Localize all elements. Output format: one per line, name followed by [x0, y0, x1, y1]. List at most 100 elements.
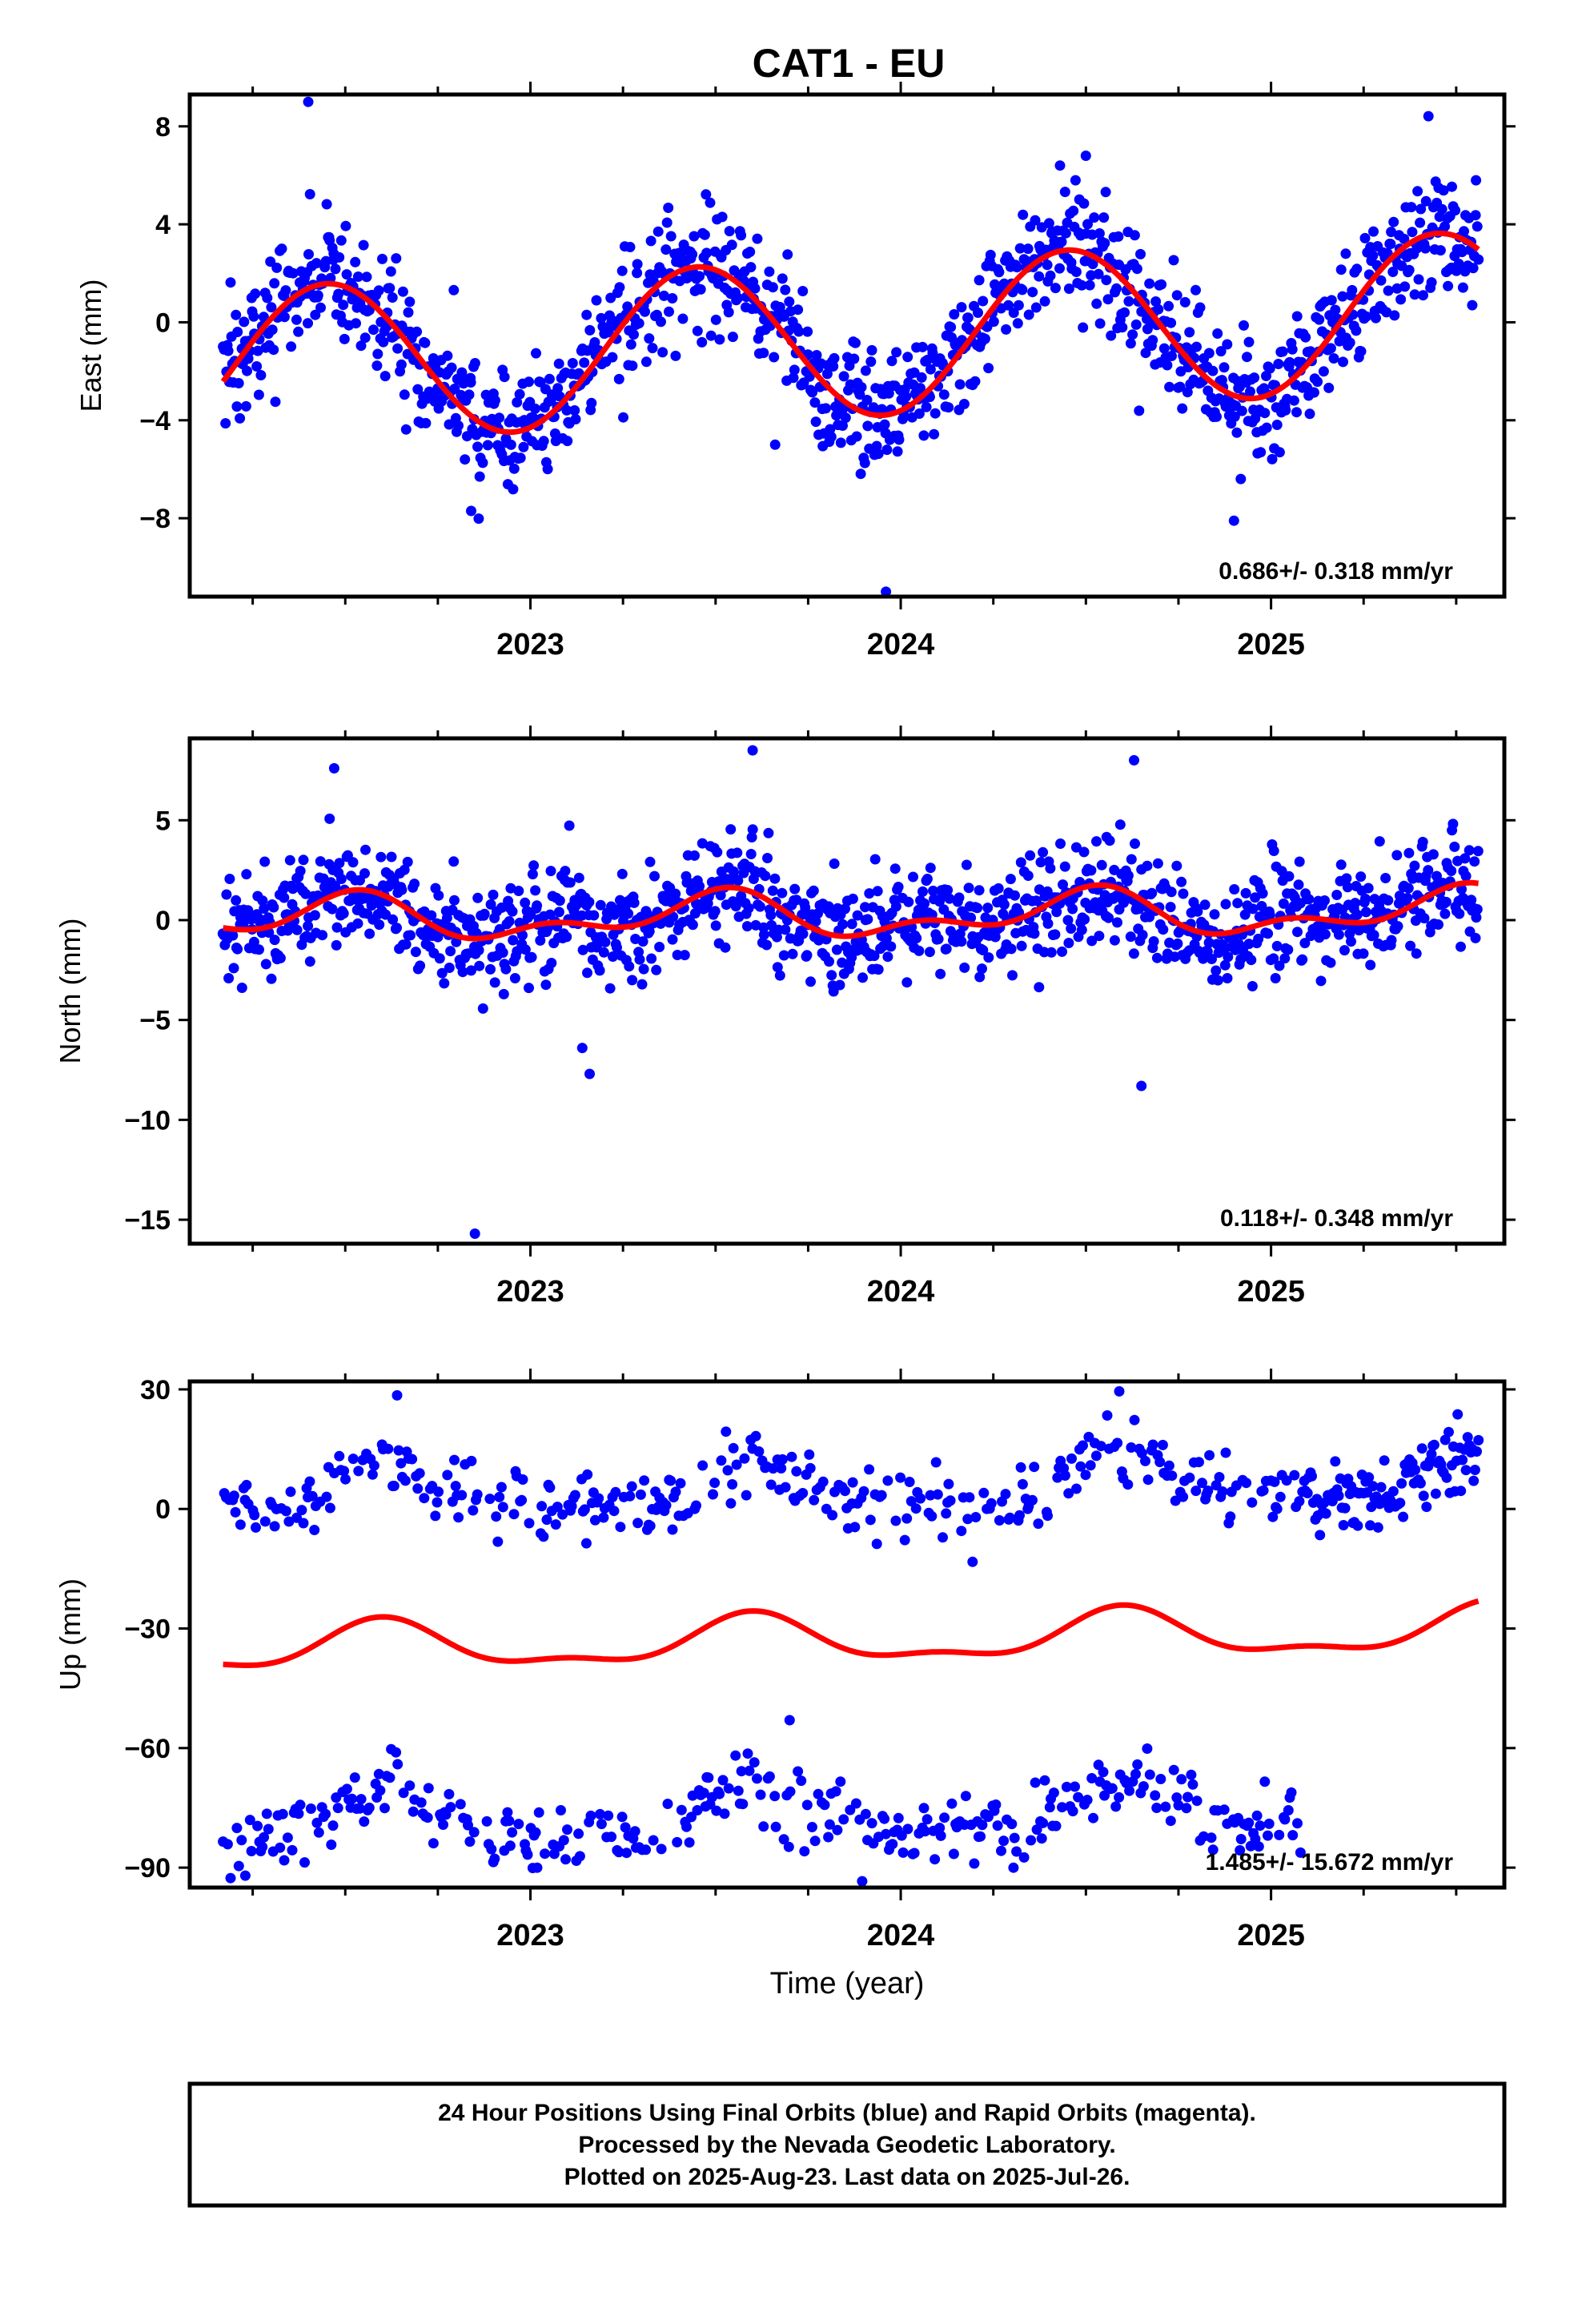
- data-point: [1229, 411, 1240, 422]
- data-point: [1207, 954, 1217, 964]
- data-point: [758, 929, 769, 940]
- data-point: [353, 1466, 364, 1477]
- data-point: [697, 1460, 709, 1471]
- data-point: [1289, 1470, 1300, 1481]
- data-point: [231, 895, 242, 906]
- data-point: [616, 1811, 628, 1823]
- data-point: [1300, 332, 1311, 343]
- data-point: [541, 1514, 552, 1526]
- data-point: [832, 1824, 843, 1835]
- data-point: [849, 1522, 861, 1533]
- data-point: [315, 856, 326, 867]
- data-point: [1182, 387, 1193, 398]
- data-point: [1151, 1803, 1162, 1813]
- data-point: [793, 304, 804, 316]
- data-point: [624, 242, 636, 252]
- data-point: [1472, 1446, 1482, 1457]
- data-point: [1258, 1485, 1269, 1496]
- data-point: [866, 344, 877, 356]
- data-point: [982, 903, 994, 914]
- data-point: [251, 1522, 261, 1533]
- data-point: [505, 883, 516, 894]
- data-point: [265, 256, 276, 267]
- data-point: [869, 854, 881, 865]
- data-point: [489, 1853, 500, 1864]
- data-point: [267, 324, 278, 336]
- data-point: [667, 934, 678, 945]
- data-point: [1094, 318, 1106, 329]
- data-point: [383, 1443, 394, 1454]
- data-point: [1017, 284, 1028, 296]
- data-point: [1082, 1795, 1093, 1806]
- data-point: [745, 262, 757, 273]
- data-point: [334, 251, 345, 263]
- data-point: [514, 388, 525, 400]
- data-point: [618, 412, 628, 423]
- data-point: [1281, 1475, 1292, 1486]
- data-point: [806, 1822, 817, 1832]
- data-point: [402, 856, 413, 867]
- data-point: [828, 986, 839, 997]
- data-point: [626, 1481, 637, 1492]
- data-point: [321, 1491, 332, 1502]
- data-point: [379, 1803, 390, 1814]
- data-point: [339, 333, 350, 344]
- data-point: [780, 284, 791, 296]
- data-point: [1454, 908, 1465, 919]
- data-point: [747, 824, 758, 835]
- data-point: [1372, 1522, 1383, 1533]
- data-point: [838, 1814, 849, 1825]
- data-point: [716, 1455, 727, 1466]
- data-point: [269, 1521, 280, 1532]
- data-point: [1076, 279, 1087, 291]
- data-point: [860, 365, 871, 376]
- data-point: [225, 1872, 236, 1884]
- data-point: [1241, 1478, 1252, 1489]
- data-point: [876, 1490, 887, 1501]
- data-point: [1269, 1476, 1280, 1487]
- data-point: [758, 348, 769, 359]
- data-point: [296, 1505, 307, 1516]
- data-point: [1472, 904, 1483, 915]
- outlier-point: [1080, 151, 1091, 161]
- data-point: [797, 1488, 809, 1498]
- data-point: [1473, 1434, 1484, 1445]
- data-point: [436, 967, 448, 979]
- data-point: [1140, 348, 1151, 359]
- data-point: [851, 431, 862, 442]
- data-point: [835, 437, 846, 448]
- data-point: [850, 337, 861, 348]
- data-point: [969, 1858, 980, 1869]
- data-point: [1125, 931, 1136, 943]
- data-point: [654, 942, 665, 952]
- data-point: [1359, 232, 1371, 243]
- data-point: [1268, 953, 1279, 964]
- data-point: [777, 273, 788, 284]
- data-point: [486, 1844, 497, 1855]
- data-point: [1011, 1846, 1022, 1857]
- data-point: [445, 946, 456, 957]
- data-point: [298, 854, 309, 866]
- data-point: [1342, 882, 1353, 893]
- data-point: [449, 895, 460, 906]
- data-point: [1439, 221, 1451, 232]
- data-point: [1207, 1844, 1219, 1856]
- data-point: [992, 1820, 1003, 1831]
- data-point: [325, 272, 336, 283]
- data-point: [789, 883, 801, 895]
- data-point: [1112, 1437, 1123, 1449]
- data-point: [453, 1512, 464, 1523]
- data-point: [1091, 836, 1102, 847]
- data-point: [236, 1835, 247, 1846]
- data-point: [1168, 255, 1179, 266]
- data-point: [1184, 327, 1195, 338]
- data-point: [230, 1506, 241, 1518]
- data-point: [508, 1509, 520, 1520]
- data-point: [1337, 291, 1348, 302]
- data-point: [286, 341, 297, 352]
- data-point: [1464, 845, 1475, 856]
- data-point: [1351, 325, 1362, 336]
- data-point: [449, 384, 460, 394]
- data-point: [658, 290, 669, 301]
- data-point: [767, 282, 778, 293]
